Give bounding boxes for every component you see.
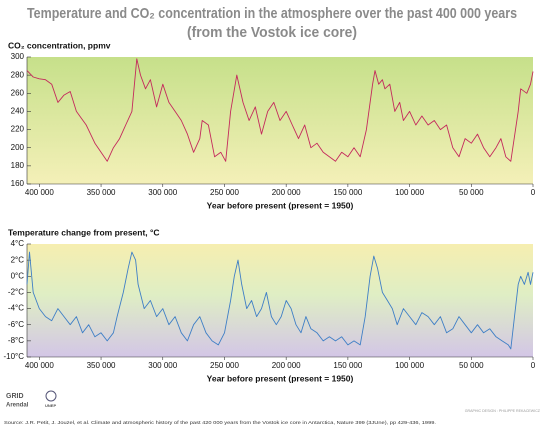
logo-text: UNEP [45,403,56,408]
y-tick-label: -4°C [8,304,24,313]
plot-area [27,244,533,357]
x-tick-label: 200 000 [272,361,301,370]
x-tick-label: 50 000 [459,361,484,370]
x-tick-label: 350 000 [87,361,116,370]
panel-label: CO₂ concentration, ppmv [8,40,111,50]
panel-label: Temperature change from present, °C [8,227,160,237]
y-tick-label: 200 [11,143,25,152]
y-tick-label: 0°C [11,271,25,280]
y-tick-label: -8°C [8,336,24,345]
x-tick-label: 150 000 [333,361,362,370]
x-tick-label: 250 000 [210,361,239,370]
data-line [26,251,534,350]
y-tick-label: 220 [11,125,25,134]
y-tick-label: 180 [11,161,25,170]
x-tick-label: 300 000 [148,188,177,197]
x-tick-label: 200 000 [272,188,301,197]
title: Temperature and CO₂ concentration in the… [27,5,517,22]
x-tick-label: 350 000 [87,188,116,197]
x-tick-label: 250 000 [210,188,239,197]
logo-icon [45,390,57,402]
x-tick-label: 100 000 [395,188,424,197]
x-tick-label: 400 000 [25,188,54,197]
logo-text: GRID [6,393,24,400]
x-tick-label: 0 [531,188,536,197]
x-tick-label: 50 000 [459,188,484,197]
x-tick-label: 400 000 [25,361,54,370]
x-tick-label: 100 000 [395,361,424,370]
source: Source: J.R. Petit, J. Jouzel, et al. Cl… [4,420,436,425]
x-tick-label: 0 [531,361,536,370]
y-tick-label: 160 [11,179,25,188]
x-axis-title: Year before present (present = 1950) [207,373,354,383]
y-tick-label: 4°C [11,239,25,248]
y-tick-label: -2°C [8,288,24,297]
x-tick-label: 300 000 [148,361,177,370]
x-tick-label: 150 000 [333,188,362,197]
credit: GRAPHIC DESIGN : PHILIPPE REKACEWICZ [465,409,541,413]
logo: GRID Arendal UNEP [6,390,57,409]
title: (from the Vostok ice core) [187,24,357,41]
y-tick-label: 240 [11,107,25,116]
y-tick-label: 2°C [11,255,25,264]
x-axis-title: Year before present (present = 1950) [207,200,354,210]
data-line [26,58,534,162]
y-tick-label: -10°C [3,352,24,361]
y-tick-label: 300 [11,52,25,61]
y-tick-label: 280 [11,70,25,79]
logo-text: Arendal [6,403,29,409]
y-tick-label: -6°C [8,320,24,329]
y-tick-label: 260 [11,88,25,97]
